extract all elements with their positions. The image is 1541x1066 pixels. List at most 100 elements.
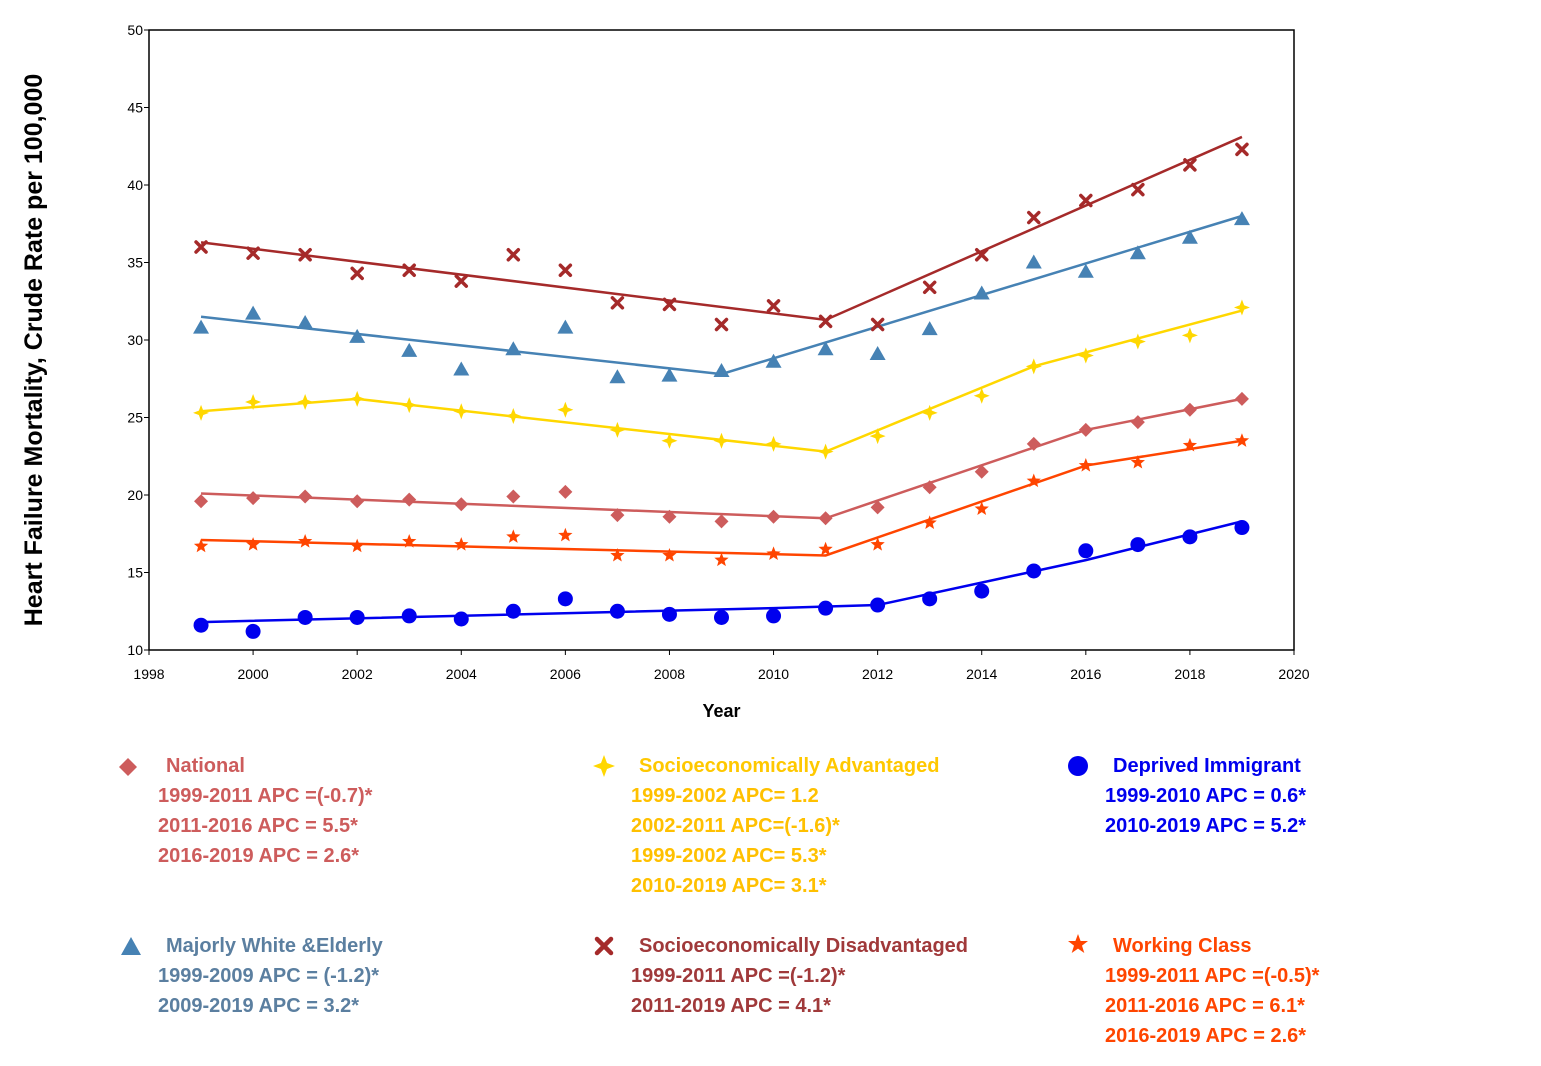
x-tick-label: 2000 <box>238 666 269 682</box>
x-tick-label: 2018 <box>1174 666 1205 682</box>
data-point <box>922 480 937 495</box>
legend-name: Deprived Immigrant <box>1113 755 1301 777</box>
data-point <box>193 319 210 334</box>
data-point <box>401 608 417 624</box>
data-point <box>1027 210 1041 225</box>
apc-line: 2011-2016 APC = 6.1* <box>1105 995 1305 1017</box>
data-point <box>453 611 469 627</box>
x-icon <box>593 935 615 966</box>
y-tick-label: 30 <box>127 332 143 348</box>
data-point <box>505 341 522 356</box>
x-tick-label: 2004 <box>446 666 477 682</box>
fit-line <box>200 397 1243 520</box>
data-point <box>1077 263 1094 278</box>
apc-line: 2011-2016 APC = 5.5* <box>158 815 358 837</box>
diamond-icon <box>118 756 138 786</box>
fit-line <box>200 135 1243 322</box>
apc-line: 2010-2019 APC= 3.1* <box>631 875 827 897</box>
data-point <box>1233 211 1250 226</box>
data-point <box>558 484 573 499</box>
data-point <box>297 314 314 329</box>
data-point <box>350 266 364 281</box>
data-point <box>1026 473 1041 488</box>
data-point <box>609 421 626 438</box>
data-point <box>245 623 261 639</box>
data-point <box>298 489 313 504</box>
data-point <box>973 285 990 300</box>
data-point <box>193 617 209 633</box>
data-point <box>1183 158 1197 172</box>
data-point <box>402 492 417 507</box>
data-point <box>557 401 574 418</box>
data-point <box>818 541 833 556</box>
legend-name: Socioeconomically Disadvantaged <box>639 935 968 957</box>
data-point <box>557 319 574 334</box>
data-point <box>349 328 366 343</box>
data-point <box>298 534 313 548</box>
y-tick-label: 10 <box>127 642 143 658</box>
apc-line: 2009-2019 APC = 3.2* <box>158 995 360 1017</box>
legend-socioeconomically-disadvantaged: Socioeconomically Disadvantaged 1999-201… <box>594 931 968 1021</box>
x-tick-label: 2002 <box>342 666 373 682</box>
data-point <box>297 609 313 625</box>
y-axis-label: Heart Failure Mortality, Crude Rate per … <box>20 74 48 627</box>
star4-icon <box>593 755 615 786</box>
data-point <box>765 353 782 368</box>
apc-line: 1999-2011 APC =(-0.5)* <box>1105 965 1320 987</box>
data-point <box>714 317 729 332</box>
data-point <box>349 390 366 407</box>
legend-working-class: Working Class 1999-2011 APC =(-0.5)* 201… <box>1068 931 1320 1051</box>
x-tick-label: 2010 <box>758 666 789 682</box>
legend-name: Socioeconomically Advantaged <box>639 755 940 777</box>
data-point <box>557 591 573 607</box>
data-point <box>401 342 418 357</box>
x-tick-label: 2012 <box>862 666 893 682</box>
x-tick-label: 2014 <box>966 666 997 682</box>
data-point <box>818 511 833 526</box>
data-point <box>1234 433 1250 447</box>
data-point <box>714 609 729 625</box>
data-point <box>1181 229 1198 244</box>
data-point <box>246 246 260 260</box>
data-point <box>298 248 312 262</box>
data-point <box>350 494 365 509</box>
data-point <box>1131 182 1145 197</box>
x-tick-label: 2016 <box>1070 666 1101 682</box>
apc-line: 1999-2010 APC = 0.6* <box>1105 785 1307 807</box>
apc-line: 1999-2009 APC = (-1.2)* <box>158 965 380 987</box>
data-point <box>245 305 262 320</box>
data-point <box>246 491 261 506</box>
apc-line: 1999-2002 APC= 1.2 <box>631 785 819 807</box>
data-point <box>1078 422 1093 437</box>
data-point <box>818 600 834 616</box>
data-point <box>610 296 625 310</box>
data-point <box>402 263 416 277</box>
data-point <box>1129 333 1146 350</box>
data-point <box>765 435 782 452</box>
apc-line: 2010-2019 APC = 5.2* <box>1105 815 1307 837</box>
data-point <box>713 432 730 449</box>
data-point <box>817 341 834 356</box>
data-point <box>714 552 729 567</box>
data-point <box>505 407 522 424</box>
data-point <box>453 361 470 376</box>
data-point <box>974 501 989 516</box>
data-point <box>1079 193 1093 208</box>
fit-line <box>201 439 1243 557</box>
data-point <box>818 314 833 329</box>
data-point <box>558 527 573 542</box>
data-point <box>1181 327 1198 344</box>
apc-line: 1999-2002 APC= 5.3* <box>631 845 827 867</box>
apc-line: 2016-2019 APC = 2.6* <box>1105 1025 1307 1047</box>
data-point <box>766 299 781 313</box>
data-point <box>506 529 521 543</box>
legend-name: Working Class <box>1113 935 1252 957</box>
data-point <box>401 397 418 414</box>
apc-line: 2011-2019 APC = 4.1* <box>631 995 831 1017</box>
data-point <box>921 321 938 336</box>
data-point <box>766 509 781 524</box>
data-points <box>193 142 1250 639</box>
data-point <box>974 464 989 479</box>
data-point <box>869 345 886 360</box>
star-icon <box>1067 933 1089 964</box>
